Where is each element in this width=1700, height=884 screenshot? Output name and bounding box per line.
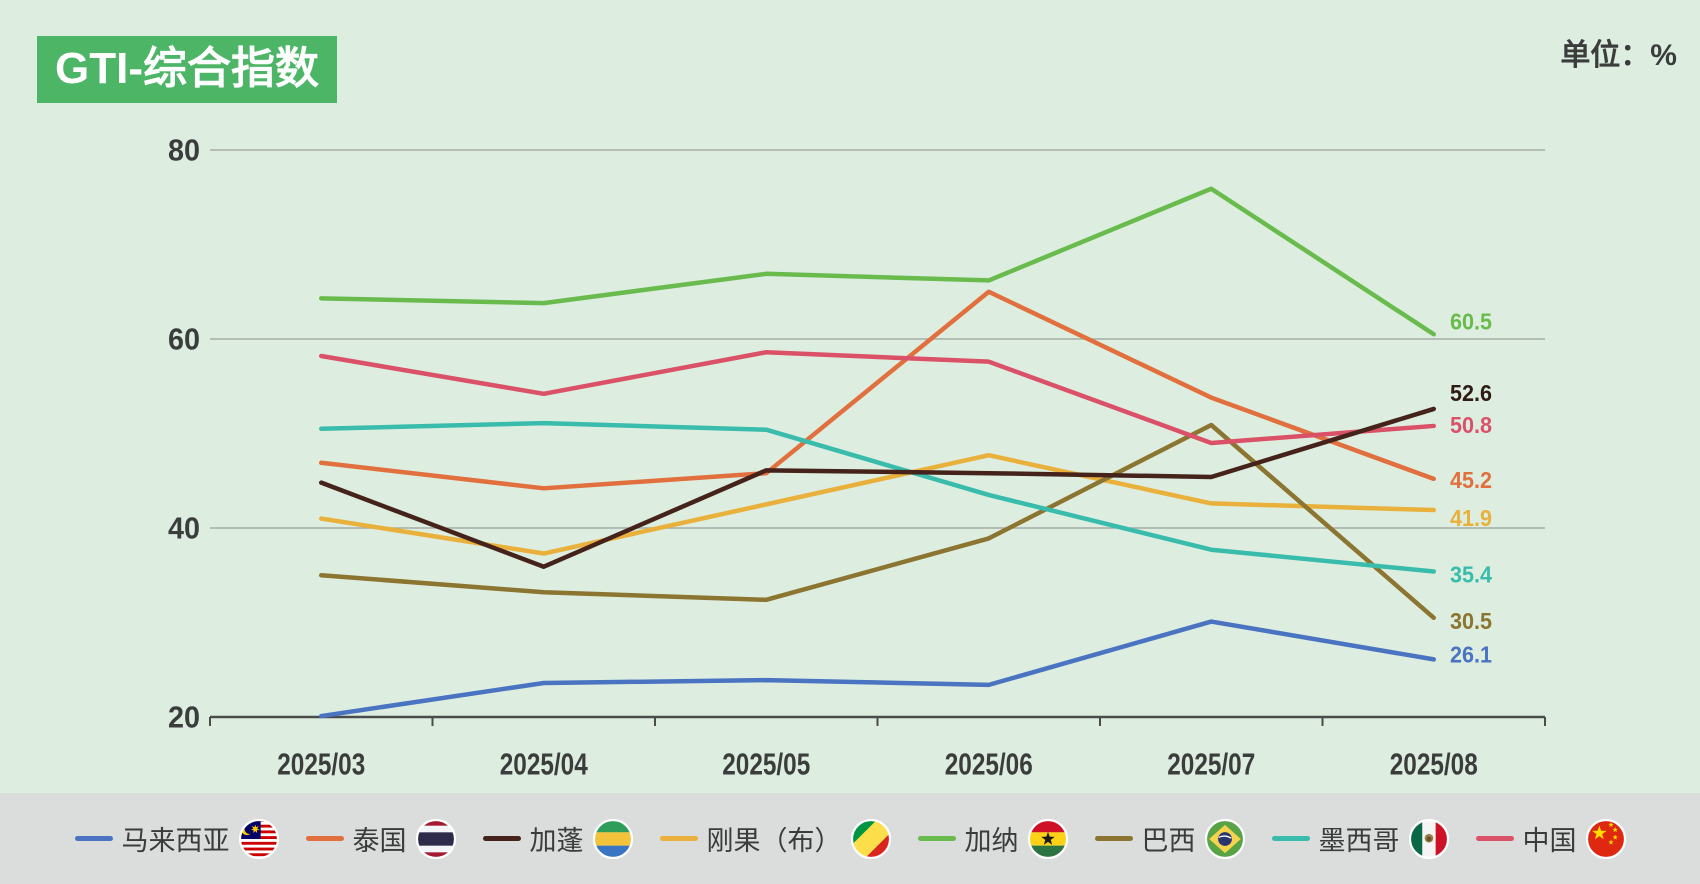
series-line-congo bbox=[319, 452, 1436, 556]
legend-swatch-congo bbox=[659, 836, 698, 841]
series-line-thailand bbox=[319, 289, 1436, 491]
legend-label-china: 中国 bbox=[1522, 826, 1577, 856]
legend-swatch-thailand bbox=[305, 836, 344, 841]
legend-item-gabon: 加蓬 bbox=[482, 818, 633, 859]
flag-brazil-icon bbox=[1204, 818, 1245, 859]
end-value-ghana: 60.5 bbox=[1450, 308, 1492, 334]
series-line-gabon bbox=[319, 406, 1436, 569]
end-value-thailand: 45.2 bbox=[1450, 467, 1492, 493]
end-value-brazil: 30.5 bbox=[1450, 608, 1492, 634]
legend-swatch-china bbox=[1475, 836, 1514, 841]
series-line-brazil bbox=[319, 422, 1436, 621]
legend-swatch-ghana bbox=[917, 836, 956, 841]
legend-swatch-malaysia bbox=[74, 836, 113, 841]
legend-label-gabon: 加蓬 bbox=[529, 826, 584, 856]
legend-swatch-gabon bbox=[482, 836, 521, 841]
y-axis-label: 80 bbox=[168, 133, 200, 168]
legend-item-china: 中国 bbox=[1475, 818, 1626, 859]
legend-label-mexico: 墨西哥 bbox=[1318, 826, 1400, 856]
x-axis-label: 2025/07 bbox=[1167, 747, 1255, 782]
legend-item-ghana: 加纳 bbox=[917, 818, 1068, 859]
line-chart: 20 40 60 80 2025/03 2025/04 2025/05 2025/06 2025… bbox=[168, 133, 1546, 782]
series-line-mexico bbox=[319, 420, 1436, 574]
x-axis-label: 2025/05 bbox=[722, 747, 810, 782]
flag-congo-icon bbox=[850, 818, 891, 859]
x-axis-label: 2025/04 bbox=[500, 747, 589, 782]
legend-swatch-brazil bbox=[1094, 836, 1133, 841]
chart-legend: 马来西亚 泰国 加蓬 刚果（布） 加纳 巴西 墨西哥 中国 bbox=[0, 793, 1700, 884]
end-value-congo: 41.9 bbox=[1450, 505, 1492, 531]
legend-swatch-mexico bbox=[1271, 836, 1310, 841]
x-axis-label: 2025/03 bbox=[277, 747, 365, 782]
legend-item-malaysia: 马来西亚 bbox=[74, 818, 279, 859]
flag-malaysia-icon bbox=[238, 818, 279, 859]
legend-item-congo: 刚果（布） bbox=[659, 818, 891, 859]
y-axis-label: 40 bbox=[168, 511, 200, 546]
series-line-malaysia bbox=[319, 619, 1436, 719]
legend-item-brazil: 巴西 bbox=[1094, 818, 1245, 859]
flag-thailand-icon bbox=[415, 818, 456, 859]
legend-label-congo: 刚果（布） bbox=[706, 826, 842, 856]
flag-china-icon bbox=[1585, 818, 1626, 859]
legend-label-thailand: 泰国 bbox=[352, 826, 407, 856]
legend-label-brazil: 巴西 bbox=[1141, 826, 1196, 856]
legend-label-malaysia: 马来西亚 bbox=[121, 826, 230, 856]
series-line-china bbox=[319, 349, 1436, 446]
end-value-mexico: 35.4 bbox=[1450, 561, 1492, 587]
legend-item-thailand: 泰国 bbox=[305, 818, 456, 859]
flag-gabon-icon bbox=[592, 818, 633, 859]
page-title: GTI-综合指数 bbox=[37, 36, 337, 103]
legend-label-ghana: 加纳 bbox=[964, 826, 1019, 856]
y-axis-label: 60 bbox=[168, 322, 200, 357]
page-title-text: GTI-综合指数 bbox=[55, 44, 319, 93]
end-value-malaysia: 26.1 bbox=[1450, 641, 1492, 667]
legend-item-mexico: 墨西哥 bbox=[1271, 818, 1449, 859]
x-axis-label: 2025/08 bbox=[1390, 747, 1478, 782]
series-line-ghana bbox=[319, 186, 1436, 337]
flag-ghana-icon bbox=[1027, 818, 1068, 859]
end-value-china: 50.8 bbox=[1450, 412, 1492, 438]
unit-label: 单位：% bbox=[1560, 39, 1677, 72]
flag-mexico-icon bbox=[1408, 818, 1449, 859]
y-axis-label: 20 bbox=[168, 700, 200, 735]
x-axis-label: 2025/06 bbox=[945, 747, 1033, 782]
end-value-gabon: 52.6 bbox=[1450, 380, 1492, 406]
